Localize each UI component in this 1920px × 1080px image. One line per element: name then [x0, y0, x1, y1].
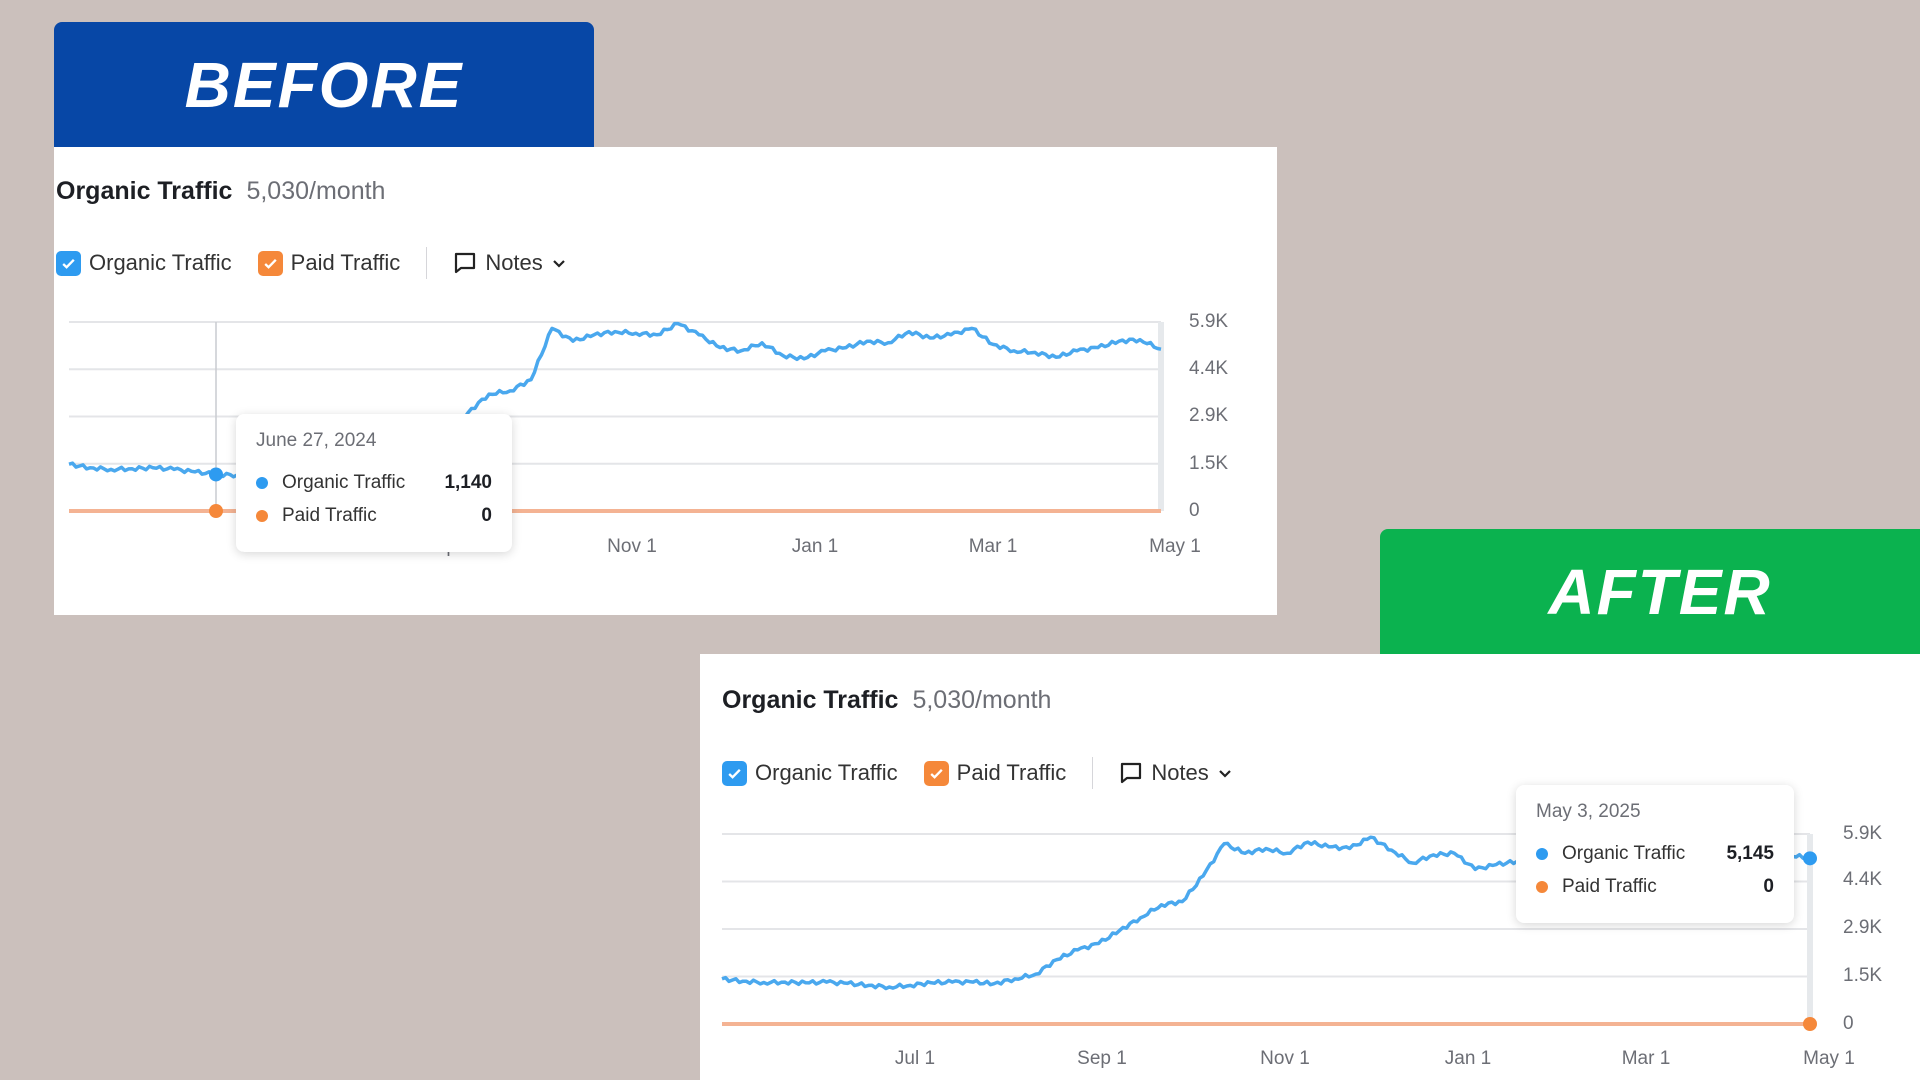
- x-tick-label: Nov 1: [1260, 1048, 1310, 1069]
- organic-traffic-label: Organic Traffic: [755, 760, 898, 785]
- tooltip-label: Paid Traffic: [1562, 875, 1657, 897]
- traffic-value: 5,030/month: [912, 686, 1052, 714]
- tooltip-row-paid: Paid Traffic 0: [1536, 870, 1774, 903]
- after-banner: AFTER: [1380, 529, 1920, 654]
- organic-point-marker: [1803, 851, 1817, 866]
- after-label: AFTER: [1548, 555, 1772, 628]
- checkmark-icon[interactable]: [257, 250, 283, 276]
- x-tick-label: Jul 1: [894, 1048, 936, 1069]
- tooltip-date: May 3, 2025: [1536, 801, 1641, 822]
- x-tick-label: Nov 1: [607, 536, 657, 557]
- organic-dot-icon: [256, 476, 268, 489]
- tooltip-value: 0: [1763, 875, 1774, 897]
- x-tick-label: May 1: [1803, 1048, 1855, 1069]
- tooltip-row-paid: Paid Traffic 0: [256, 499, 492, 532]
- chart-tooltip: June 27, 2024 Organic Traffic 1,140 Paid…: [236, 414, 512, 552]
- organic-point-marker: [209, 467, 223, 482]
- paid-traffic-toggle[interactable]: Paid Traffic: [923, 760, 1067, 786]
- y-tick-label: 4.4K: [1189, 358, 1229, 379]
- tooltip-value: 0: [481, 504, 492, 526]
- title-label: Organic Traffic: [56, 177, 233, 205]
- tooltip-row-organic: Organic Traffic 5,145: [1536, 837, 1774, 870]
- divider: [1092, 757, 1094, 789]
- x-tick-label: May 1: [1149, 536, 1201, 557]
- tooltip-label: Organic Traffic: [1562, 842, 1686, 864]
- scroll-handle: [1807, 834, 1813, 1024]
- x-tick-label: Jan 1: [791, 536, 839, 557]
- checkmark-icon[interactable]: [722, 760, 747, 786]
- tooltip-date: June 27, 2024: [256, 430, 377, 451]
- before-banner: BEFORE: [54, 22, 594, 148]
- tooltip-row-organic: Organic Traffic 1,140: [256, 466, 492, 499]
- organic-traffic-line: [68, 321, 1162, 479]
- x-tick-label: Mar 1: [968, 536, 1018, 557]
- y-tick-label: 4.4K: [1843, 869, 1883, 890]
- chevron-down-icon: [1219, 770, 1231, 778]
- x-tick-label: Sep 1: [1077, 1048, 1127, 1069]
- notes-dropdown[interactable]: Notes: [453, 250, 566, 276]
- traffic-value: 5,030/month: [246, 177, 386, 205]
- card-title: Organic Traffic 5,030/month: [56, 177, 385, 206]
- notes-dropdown[interactable]: Notes: [1119, 760, 1232, 786]
- legend: Organic Traffic Paid Traffic Notes: [56, 247, 567, 279]
- paid-dot-icon: [256, 509, 268, 522]
- checkmark-icon[interactable]: [923, 760, 949, 786]
- after-traffic-card: Organic Traffic 5,030/month Organic Traf…: [700, 654, 1920, 1080]
- comment-icon: [1121, 762, 1142, 784]
- paid-traffic-label: Paid Traffic: [290, 250, 401, 275]
- tooltip-label: Organic Traffic: [282, 471, 406, 493]
- y-tick-label: 2.9K: [1843, 917, 1883, 938]
- notes-label: Notes: [485, 250, 543, 275]
- paid-traffic-label: Paid Traffic: [956, 760, 1067, 785]
- scroll-handle: [1158, 322, 1164, 511]
- y-tick-label: 0: [1189, 500, 1200, 521]
- y-tick-label: 2.9K: [1189, 405, 1229, 426]
- y-tick-label: 1.5K: [1189, 453, 1229, 474]
- checkmark-icon[interactable]: [56, 250, 81, 276]
- notes-label: Notes: [1151, 760, 1209, 785]
- y-tick-label: 5.9K: [1189, 311, 1229, 332]
- paid-traffic-toggle[interactable]: Paid Traffic: [257, 250, 401, 276]
- y-tick-label: 5.9K: [1843, 823, 1883, 844]
- organic-traffic-toggle[interactable]: Organic Traffic: [722, 760, 898, 786]
- divider: [426, 247, 428, 279]
- chevron-down-icon: [553, 260, 565, 268]
- before-traffic-card: Organic Traffic 5,030/month Organic Traf…: [54, 147, 1277, 615]
- title-label: Organic Traffic: [722, 686, 899, 714]
- chart-tooltip: May 3, 2025 Organic Traffic 5,145 Paid T…: [1516, 785, 1794, 923]
- y-tick-label: 1.5K: [1843, 965, 1883, 986]
- legend: Organic Traffic Paid Traffic Notes: [722, 757, 1233, 789]
- y-tick-label: 0: [1843, 1013, 1854, 1034]
- paid-dot-icon: [1536, 880, 1548, 893]
- organic-traffic-toggle[interactable]: Organic Traffic: [56, 250, 232, 276]
- comment-icon: [455, 252, 476, 274]
- x-tick-label: Mar 1: [1621, 1048, 1671, 1069]
- organic-traffic-label: Organic Traffic: [89, 250, 232, 275]
- card-title: Organic Traffic 5,030/month: [722, 686, 1051, 715]
- paid-point-marker: [209, 504, 223, 518]
- tooltip-label: Paid Traffic: [282, 504, 377, 526]
- paid-point-marker: [1803, 1017, 1817, 1031]
- tooltip-value: 1,140: [444, 471, 492, 493]
- x-tick-label: Jan 1: [1444, 1048, 1492, 1069]
- tooltip-value: 5,145: [1726, 842, 1774, 864]
- organic-dot-icon: [1536, 847, 1548, 860]
- before-label: BEFORE: [184, 49, 464, 121]
